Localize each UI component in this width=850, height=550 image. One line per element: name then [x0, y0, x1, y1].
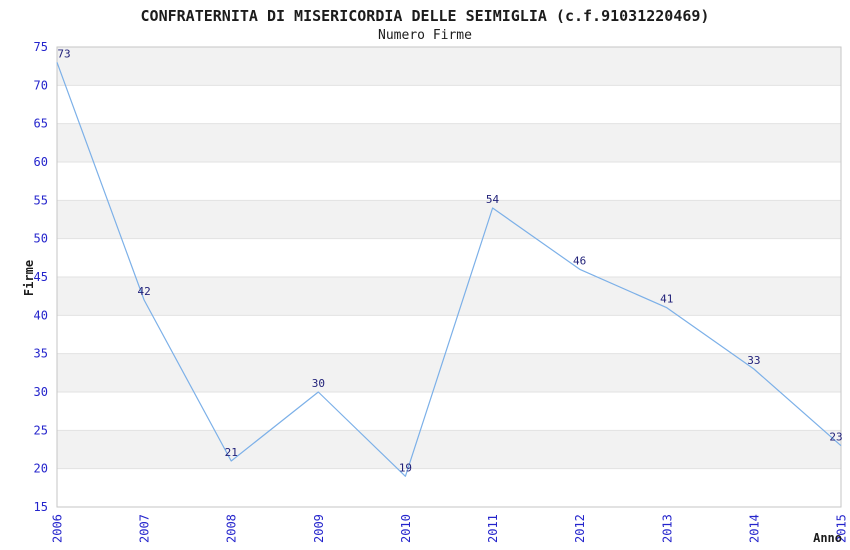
y-tick-label: 30 [34, 385, 48, 399]
data-label: 46 [573, 254, 586, 267]
y-tick-label: 65 [34, 117, 48, 131]
x-tick-label: 2009 [312, 514, 326, 543]
data-label: 41 [660, 293, 673, 306]
band [57, 430, 841, 469]
data-label: 19 [399, 461, 412, 474]
band [57, 200, 841, 239]
data-label: 54 [486, 193, 500, 206]
x-tick-label: 2012 [573, 514, 587, 543]
x-tick-label: 2006 [51, 514, 65, 543]
data-label: 23 [829, 431, 842, 444]
x-tick-label: 2007 [138, 514, 152, 543]
band [57, 353, 841, 392]
x-tick-label: 2008 [225, 514, 239, 543]
chart-subtitle: Numero Firme [378, 28, 472, 43]
y-tick-label: 35 [34, 347, 48, 361]
data-label: 21 [225, 446, 238, 459]
band [57, 47, 841, 86]
data-label: 73 [57, 47, 70, 60]
data-label: 42 [137, 285, 150, 298]
y-tick-label: 50 [34, 232, 48, 246]
x-tick-label: 2011 [486, 514, 500, 543]
x-tick-label: 2010 [399, 514, 413, 543]
x-tick-label: 2014 [747, 514, 761, 543]
data-label: 30 [312, 377, 325, 390]
y-tick-label: 55 [34, 193, 48, 207]
y-tick-label: 75 [34, 40, 48, 54]
y-tick-label: 45 [34, 270, 48, 284]
x-tick-label: 2013 [660, 514, 674, 543]
y-axis-title: Firme [22, 259, 36, 297]
y-tick-label: 15 [34, 500, 48, 514]
y-tick-label: 60 [34, 155, 48, 169]
y-tick-label: 70 [34, 78, 48, 92]
x-tick-label: 2015 [835, 514, 849, 543]
band [57, 277, 841, 316]
x-axis-title: Anno [813, 531, 842, 545]
data-label: 33 [747, 354, 760, 367]
chart-title: CONFRATERNITA DI MISERICORDIA DELLE SEIM… [140, 7, 710, 25]
data-line [56, 62, 842, 477]
y-tick-label: 25 [34, 423, 48, 437]
plot-border [56, 46, 842, 508]
y-tick-label: 40 [34, 308, 48, 322]
band [57, 123, 841, 162]
y-tick-label: 20 [34, 462, 48, 476]
